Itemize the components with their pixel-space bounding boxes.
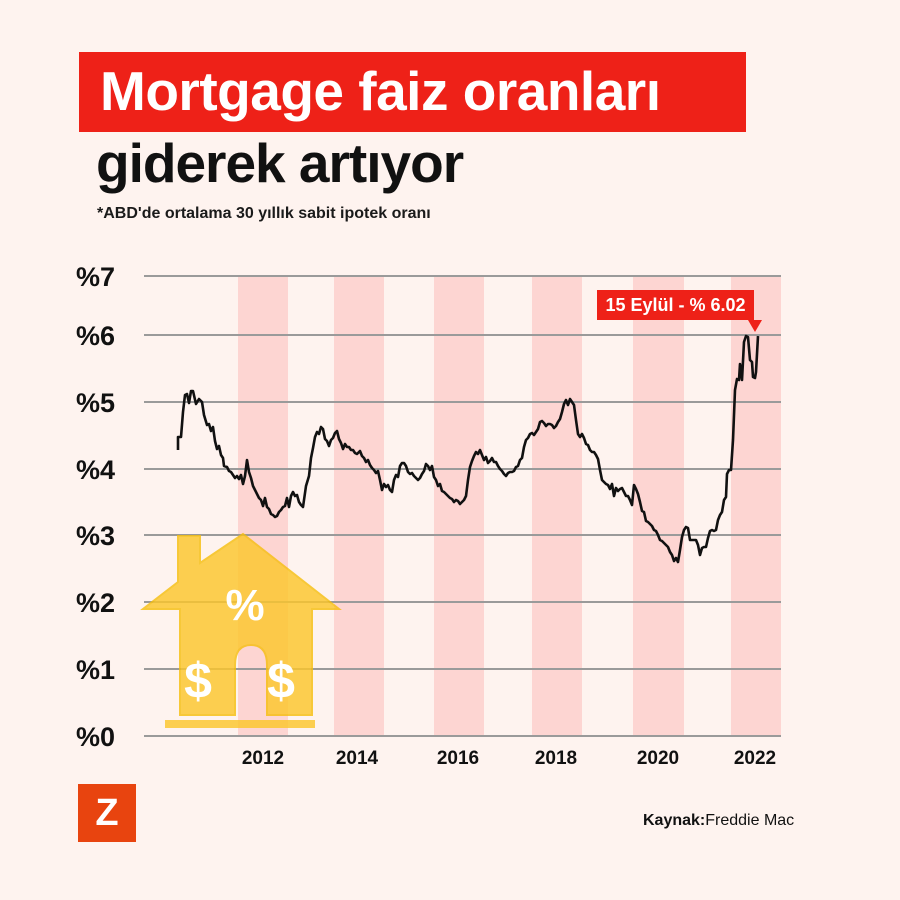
y-tick-0: %0: [76, 722, 116, 752]
y-tick-3: %3: [76, 521, 116, 551]
title-banner: [79, 52, 746, 132]
y-tick-6: %6: [76, 321, 116, 351]
x-tick-2012: 2012: [241, 748, 285, 769]
rate-line: [176, 334, 760, 564]
band-2016: [434, 276, 484, 736]
x-tick-2020: 2020: [636, 748, 680, 769]
x-tick-2016: 2016: [436, 748, 480, 769]
band-2014: [334, 276, 384, 736]
logo: Z: [78, 784, 136, 842]
x-tick-2018: 2018: [534, 748, 578, 769]
page-title: Mortgage faiz oranları: [100, 60, 661, 122]
y-tick-1: %1: [76, 655, 116, 685]
y-tick-7: %7: [76, 262, 116, 292]
chart-subtitle: *ABD'de ortalama 30 yıllık sabit ipotek …: [97, 205, 431, 222]
y-tick-5: %5: [76, 388, 116, 418]
x-tick-2014: 2014: [335, 748, 379, 769]
source-label: Kaynak:: [643, 812, 706, 829]
band-2018: [532, 276, 582, 736]
y-tick-4: %4: [76, 455, 116, 485]
x-tick-2022: 2022: [733, 748, 777, 769]
y-tick-2: %2: [76, 588, 116, 618]
source-value: Freddie Mac: [705, 812, 795, 829]
source-text: Kaynak:Freddie Mac: [643, 812, 794, 830]
latest-value-callout: 15 Eylül - % 6.02: [597, 290, 754, 320]
page-title-line2: giderek artıyor: [96, 132, 464, 194]
